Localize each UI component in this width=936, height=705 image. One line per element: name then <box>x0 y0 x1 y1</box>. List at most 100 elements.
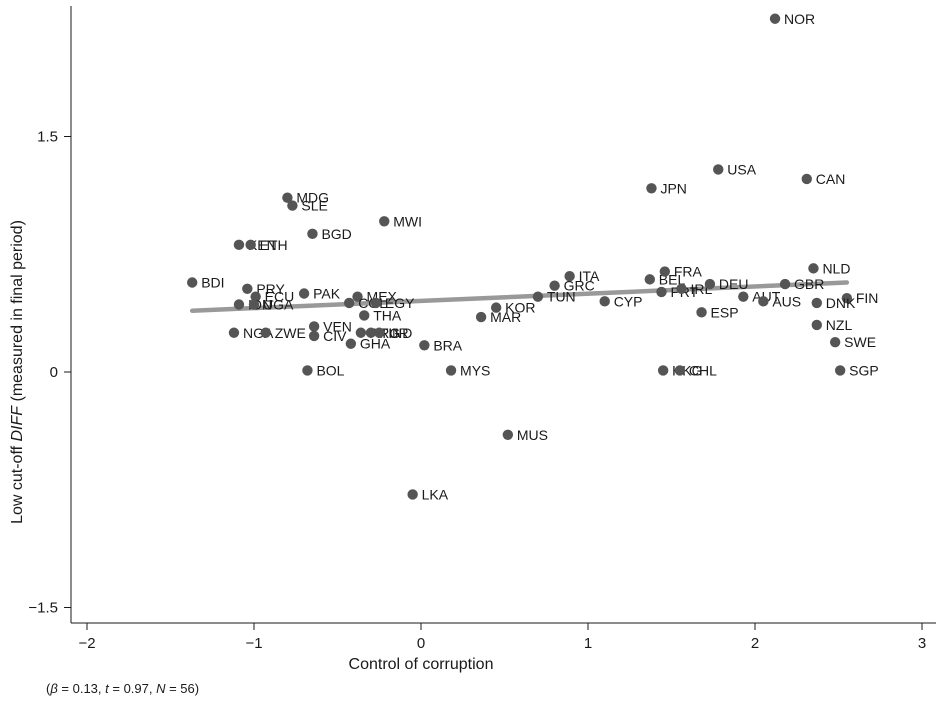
point-label-mys: MYS <box>460 362 490 378</box>
point-lka <box>407 489 418 500</box>
point-label-chl: CHL <box>689 362 717 378</box>
y-axis-title-prefix: Low cut-off <box>9 442 26 524</box>
n-value: = 56) <box>165 681 200 696</box>
point-label-ita: ITA <box>579 268 600 284</box>
x-axis-title: Control of corruption <box>349 656 494 673</box>
x-tick-label: 0 <box>417 635 425 652</box>
point-tur <box>365 327 377 338</box>
point-irl <box>676 283 687 294</box>
point-chl <box>674 365 686 376</box>
x-tick-label: 1 <box>584 635 592 652</box>
point-label-dnk: DNK <box>826 295 856 311</box>
point-bra <box>419 340 430 351</box>
point-deu <box>704 278 716 290</box>
point-nga <box>228 327 240 338</box>
point-dnk <box>811 297 822 309</box>
beta-value: = 0.13, <box>57 681 106 696</box>
point-bdi <box>187 277 198 288</box>
point-col <box>343 297 355 309</box>
point-ita <box>564 271 575 282</box>
point-fra <box>659 266 671 277</box>
y-axis-title: Low cut-off DIFF (measured in final peri… <box>9 220 26 524</box>
point-label-aus: AUS <box>772 293 801 309</box>
point-mdg <box>282 192 293 203</box>
point-label-egy: EGY <box>385 295 415 311</box>
point-arg <box>355 327 367 338</box>
point-gha <box>345 338 357 349</box>
point-label-lka: LKA <box>422 486 449 502</box>
point-label-usa: USA <box>727 161 756 177</box>
point-label-gbr: GBR <box>794 276 824 292</box>
point-label-fra: FRA <box>674 264 703 280</box>
point-label-mar: MAR <box>490 309 521 325</box>
point-mus <box>502 429 514 440</box>
point-label-esp: ESP <box>711 304 739 320</box>
point-fin <box>841 293 853 304</box>
point-zwe <box>260 327 271 338</box>
point-label-nzl: NZL <box>826 317 853 333</box>
point-mar <box>475 311 487 323</box>
point-label-bdi: BDI <box>201 275 224 291</box>
y-tick-label: 0 <box>50 364 58 381</box>
t-symbol: t <box>105 681 109 696</box>
point-mys <box>445 365 457 376</box>
point-label-uga: UGA <box>263 296 294 312</box>
point-civ <box>308 330 320 342</box>
point-label-grc: GRC <box>564 278 595 294</box>
point-label-bol: BOL <box>316 362 344 378</box>
y-tick-label: −1.5 <box>28 600 58 617</box>
point-label-ecu: ECU <box>265 289 295 305</box>
n-symbol: N <box>156 681 166 696</box>
point-label-pry: PRY <box>256 281 285 297</box>
point-ind <box>374 327 385 338</box>
point-pry <box>242 283 253 294</box>
axes <box>70 6 936 624</box>
point-label-nor: NOR <box>784 11 815 27</box>
point-label-pak: PAK <box>313 286 341 302</box>
point-egy <box>370 297 382 309</box>
point-aus <box>758 296 769 307</box>
point-nzl <box>811 319 822 331</box>
t-value: = 0.97, <box>108 681 157 696</box>
point-tun <box>532 291 544 302</box>
point-label-can: CAN <box>816 171 846 187</box>
point-swe <box>829 336 841 348</box>
y-tick-label: 1.5 <box>37 129 58 146</box>
point-tha <box>359 310 370 321</box>
point-label-fin: FIN <box>856 290 879 306</box>
x-tick-label: 3 <box>918 635 926 652</box>
point-label-mus: MUS <box>517 427 548 443</box>
point-aut <box>738 291 749 302</box>
point-label-mwi: MWI <box>393 213 422 229</box>
point-label-zwe: ZWE <box>275 325 306 341</box>
point-label-deu: DEU <box>719 276 749 292</box>
point-kor <box>490 302 502 313</box>
point-label-ind: IND <box>388 325 412 341</box>
point-sle <box>287 200 298 211</box>
point-label-civ: CIV <box>323 328 347 344</box>
point-label-tun: TUN <box>547 289 576 305</box>
point-usa <box>713 164 724 175</box>
point-label-tur: TUR <box>380 325 409 341</box>
point-label-ven: VEN <box>323 318 352 334</box>
y-axis-title-italic: DIFF <box>9 405 26 442</box>
point-bel <box>644 274 655 285</box>
point-bgd <box>307 228 318 240</box>
point-label-mdg: MDG <box>296 190 329 206</box>
point-mex <box>352 291 363 302</box>
point-eth <box>245 239 256 251</box>
x-tick-label: −1 <box>245 635 262 652</box>
point-nld <box>808 263 819 274</box>
point-ken <box>233 239 245 251</box>
point-nor <box>769 13 781 24</box>
point-grc <box>549 280 560 291</box>
point-ecu <box>250 291 261 302</box>
point-label-bgd: BGD <box>321 226 351 242</box>
point-mwi <box>379 216 390 227</box>
point-idn <box>233 299 245 310</box>
point-label-tha: THA <box>373 307 402 323</box>
point-esp <box>696 307 707 318</box>
point-sgp <box>834 365 846 376</box>
